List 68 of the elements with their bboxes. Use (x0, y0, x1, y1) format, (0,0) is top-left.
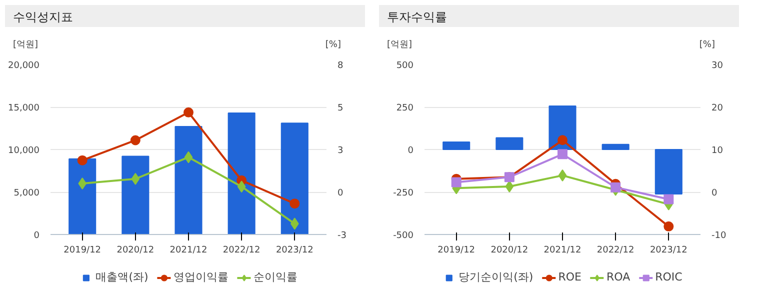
legend-label: 당기순이익(좌) (458, 270, 534, 284)
point (130, 135, 140, 146)
x-tick-label: 2021/12 (170, 246, 208, 256)
y2-tick-label: -10 (712, 231, 726, 241)
y2-tick-label: 0 (712, 188, 718, 198)
point (610, 182, 621, 192)
point (664, 194, 674, 204)
point (78, 178, 87, 190)
y-tick-label: -500 (393, 231, 414, 241)
y2-tick-label: 30 (712, 61, 724, 71)
legend-label: 영업이익률 (173, 270, 228, 284)
y-tick-label: 500 (396, 61, 414, 71)
y-tick-label: 250 (396, 104, 414, 114)
point (237, 180, 246, 193)
y2-tick-label: 8 (338, 61, 344, 71)
bar (496, 137, 524, 150)
point (77, 155, 88, 166)
x-tick-label: 2019/12 (438, 246, 476, 256)
y2-axis-title: [%] (699, 39, 715, 52)
bar (654, 149, 682, 195)
y-axis-title: [억원] (13, 39, 38, 52)
x-tick-label: 2022/12 (596, 246, 634, 256)
point (184, 151, 193, 164)
bar (280, 122, 308, 234)
bar (602, 144, 630, 150)
x-tick-label: 2022/12 (222, 246, 260, 256)
legend-label: ROA (606, 270, 630, 284)
y-tick-label: 5,000 (14, 188, 40, 198)
y-tick-label: -250 (393, 188, 414, 198)
point (558, 169, 567, 182)
point (451, 177, 462, 188)
bar (174, 126, 202, 234)
x-tick-label: 2020/12 (116, 246, 154, 256)
y2-tick-label: 0 (338, 188, 344, 198)
x-tick-label: 2020/12 (490, 246, 528, 256)
y2-tick-label: 5 (338, 104, 344, 114)
legend-label: ROIC (655, 270, 682, 284)
point (558, 149, 568, 160)
point (290, 218, 299, 230)
x-tick-label: 2023/12 (276, 246, 314, 256)
bar (228, 112, 256, 234)
point (184, 107, 194, 118)
point (558, 135, 568, 146)
bar (68, 158, 96, 234)
bar (442, 142, 470, 150)
y-axis-title: [억원] (387, 39, 412, 52)
y2-axis-title: [%] (325, 39, 341, 52)
y-tick-label: 20,000 (8, 61, 40, 71)
legend-label: ROE (558, 270, 582, 284)
legend-label: 매출액(좌) (96, 270, 148, 284)
x-tick-label: 2023/12 (650, 246, 688, 256)
y-tick-label: 0 (34, 231, 40, 241)
point (131, 172, 140, 185)
chart-title: 투자수익률 (387, 9, 447, 26)
y2-tick-label: 20 (712, 104, 724, 114)
y2-tick-label: 3 (338, 146, 344, 156)
point (290, 198, 300, 209)
x-tick-label: 2021/12 (544, 246, 582, 256)
y-tick-label: 10,000 (8, 146, 40, 156)
y-tick-label: 0 (408, 146, 414, 156)
y2-tick-label: 10 (712, 146, 724, 156)
bar (122, 156, 150, 234)
legend-label: 순이익률 (253, 270, 298, 284)
x-tick-label: 2019/12 (64, 246, 102, 256)
y2-tick-label: -3 (338, 231, 346, 241)
point (664, 221, 674, 232)
chart-title: 수익성지표 (13, 9, 73, 26)
y-tick-label: 15,000 (8, 104, 40, 114)
